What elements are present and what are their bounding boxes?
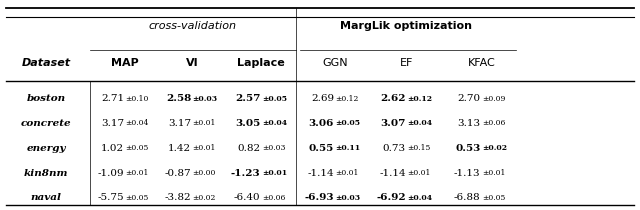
Text: cross-validation: cross-validation xyxy=(148,21,236,31)
Text: ±0.01: ±0.01 xyxy=(125,169,149,177)
Text: -6.40: -6.40 xyxy=(234,193,260,202)
Text: 2.71: 2.71 xyxy=(101,94,124,103)
Text: ±0.10: ±0.10 xyxy=(125,95,149,103)
Text: ±0.01: ±0.01 xyxy=(193,119,216,127)
Text: ±0.15: ±0.15 xyxy=(407,144,431,152)
Text: -6.93: -6.93 xyxy=(305,193,334,202)
Text: 2.70: 2.70 xyxy=(458,94,481,103)
Text: Dataset: Dataset xyxy=(22,58,70,68)
Text: concrete: concrete xyxy=(20,119,72,128)
Text: kin8nm: kin8nm xyxy=(24,169,68,177)
Text: ±0.04: ±0.04 xyxy=(125,119,149,127)
Text: 0.53: 0.53 xyxy=(456,144,481,153)
Text: ±0.03: ±0.03 xyxy=(335,194,360,202)
Text: MargLik optimization: MargLik optimization xyxy=(340,21,472,31)
Text: ±0.00: ±0.00 xyxy=(193,169,216,177)
Text: -1.23: -1.23 xyxy=(231,169,260,177)
Text: 2.62: 2.62 xyxy=(380,94,406,103)
Text: ±0.05: ±0.05 xyxy=(262,95,287,103)
Text: ±0.06: ±0.06 xyxy=(262,194,285,202)
Text: 3.07: 3.07 xyxy=(380,119,406,128)
Text: ±0.02: ±0.02 xyxy=(193,194,216,202)
Text: ±0.02: ±0.02 xyxy=(482,144,507,152)
Text: ±0.01: ±0.01 xyxy=(262,169,287,177)
Text: ±0.03: ±0.03 xyxy=(262,144,285,152)
Text: -1.09: -1.09 xyxy=(97,169,124,177)
Text: EF: EF xyxy=(400,58,413,68)
Text: ±0.05: ±0.05 xyxy=(335,119,360,127)
Text: ±0.04: ±0.04 xyxy=(407,194,432,202)
Text: GGN: GGN xyxy=(322,58,348,68)
Text: ±0.09: ±0.09 xyxy=(482,95,506,103)
Text: ±0.06: ±0.06 xyxy=(482,119,506,127)
Text: ±0.12: ±0.12 xyxy=(407,95,432,103)
Text: -1.14: -1.14 xyxy=(307,169,334,177)
Text: 0.82: 0.82 xyxy=(237,144,260,153)
Text: 3.05: 3.05 xyxy=(236,119,260,128)
Text: VI: VI xyxy=(186,58,198,68)
Text: -5.75: -5.75 xyxy=(97,193,124,202)
Text: ±0.01: ±0.01 xyxy=(407,169,431,177)
Text: -1.13: -1.13 xyxy=(454,169,481,177)
Text: 2.57: 2.57 xyxy=(235,94,260,103)
Text: 0.73: 0.73 xyxy=(383,144,406,153)
Text: 3.17: 3.17 xyxy=(168,119,191,128)
Text: ±0.12: ±0.12 xyxy=(335,95,359,103)
Text: naval: naval xyxy=(31,193,61,202)
Text: Laplace: Laplace xyxy=(237,58,285,68)
Text: ±0.01: ±0.01 xyxy=(482,169,506,177)
Text: ±0.05: ±0.05 xyxy=(125,144,149,152)
Text: ±0.04: ±0.04 xyxy=(262,119,287,127)
Text: -0.87: -0.87 xyxy=(164,169,191,177)
Text: ±0.01: ±0.01 xyxy=(193,144,216,152)
Text: energy: energy xyxy=(26,144,66,153)
Text: ±0.01: ±0.01 xyxy=(335,169,359,177)
Text: ±0.05: ±0.05 xyxy=(125,194,149,202)
Text: 0.55: 0.55 xyxy=(309,144,334,153)
Text: MAP: MAP xyxy=(111,58,139,68)
Text: 2.58: 2.58 xyxy=(166,94,191,103)
Text: 1.02: 1.02 xyxy=(101,144,124,153)
Text: ±0.04: ±0.04 xyxy=(407,119,432,127)
Text: 1.42: 1.42 xyxy=(168,144,191,153)
Text: -6.88: -6.88 xyxy=(454,193,481,202)
Text: 2.69: 2.69 xyxy=(311,94,334,103)
Text: 3.17: 3.17 xyxy=(101,119,124,128)
Text: -3.82: -3.82 xyxy=(164,193,191,202)
Text: ±0.11: ±0.11 xyxy=(335,144,360,152)
Text: boston: boston xyxy=(26,94,66,103)
Text: ±0.05: ±0.05 xyxy=(482,194,506,202)
Text: ±0.03: ±0.03 xyxy=(193,95,218,103)
Text: KFAC: KFAC xyxy=(467,58,495,68)
Text: -6.92: -6.92 xyxy=(376,193,406,202)
Text: 3.13: 3.13 xyxy=(458,119,481,128)
Text: 3.06: 3.06 xyxy=(308,119,334,128)
Text: -1.14: -1.14 xyxy=(379,169,406,177)
